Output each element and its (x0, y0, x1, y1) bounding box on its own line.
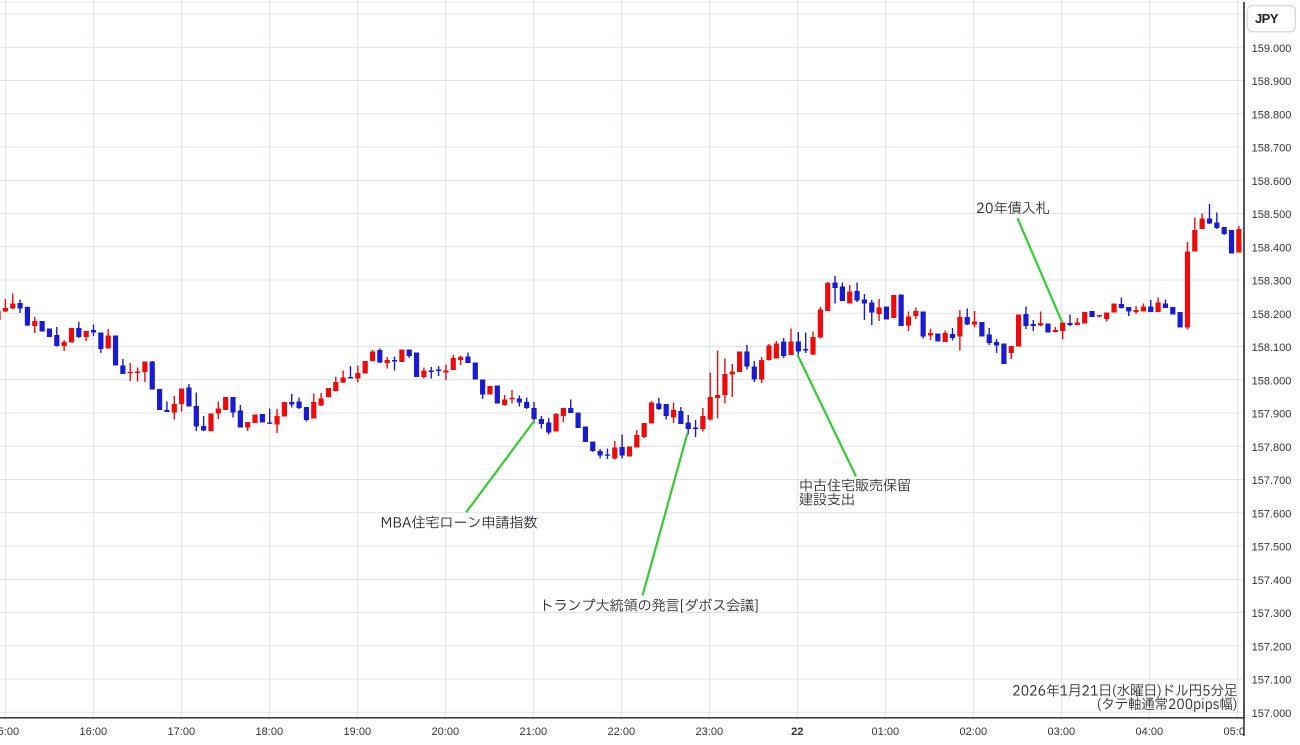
svg-text:158.100: 158.100 (1252, 342, 1292, 354)
svg-text:19:00: 19:00 (344, 726, 372, 738)
svg-text:158.700: 158.700 (1252, 143, 1292, 155)
svg-text:158.300: 158.300 (1252, 276, 1292, 288)
svg-text:17:00: 17:00 (168, 726, 196, 738)
svg-text:158.500: 158.500 (1252, 209, 1292, 221)
svg-text:157.400: 157.400 (1252, 575, 1292, 587)
svg-text:22: 22 (791, 726, 803, 738)
svg-text:158.200: 158.200 (1252, 309, 1292, 321)
svg-text:158.600: 158.600 (1252, 176, 1292, 188)
svg-text:23:00: 23:00 (696, 726, 724, 738)
svg-text:157.800: 157.800 (1252, 442, 1292, 454)
svg-text:20:00: 20:00 (432, 726, 460, 738)
svg-text:159.000: 159.000 (1252, 43, 1292, 55)
svg-text:157.100: 157.100 (1252, 675, 1292, 687)
svg-text:157.000: 157.000 (1252, 708, 1292, 720)
svg-text:04:00: 04:00 (1136, 726, 1164, 738)
svg-text:157.300: 157.300 (1252, 608, 1292, 620)
svg-text:02:00: 02:00 (960, 726, 988, 738)
svg-text:158.400: 158.400 (1252, 242, 1292, 254)
svg-text:158.900: 158.900 (1252, 76, 1292, 88)
svg-text:15:00: 15:00 (0, 726, 19, 738)
svg-text:157.500: 157.500 (1252, 542, 1292, 554)
svg-text:157.700: 157.700 (1252, 475, 1292, 487)
svg-text:01:00: 01:00 (872, 726, 900, 738)
svg-text:158.000: 158.000 (1252, 375, 1292, 387)
svg-text:158.800: 158.800 (1252, 109, 1292, 121)
svg-text:157.200: 157.200 (1252, 641, 1292, 653)
svg-text:157.900: 157.900 (1252, 409, 1292, 421)
svg-text:18:00: 18:00 (256, 726, 284, 738)
svg-text:JPY: JPY (1255, 11, 1279, 26)
svg-text:03:00: 03:00 (1048, 726, 1076, 738)
svg-text:16:00: 16:00 (80, 726, 108, 738)
svg-text:22:00: 22:00 (608, 726, 636, 738)
svg-text:21:00: 21:00 (520, 726, 548, 738)
svg-text:157.600: 157.600 (1252, 508, 1292, 520)
